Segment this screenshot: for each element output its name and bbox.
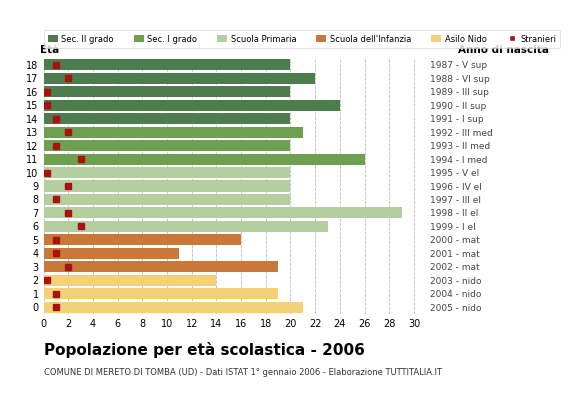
Text: Età: Età <box>39 46 59 56</box>
Bar <box>44 248 179 259</box>
Bar <box>44 288 278 299</box>
Text: COMUNE DI MERETO DI TOMBA (UD) - Dati ISTAT 1° gennaio 2006 - Elaborazione TUTTI: COMUNE DI MERETO DI TOMBA (UD) - Dati IS… <box>44 368 441 377</box>
Bar <box>44 180 291 192</box>
Bar <box>44 261 278 272</box>
Bar <box>44 86 291 97</box>
Text: Anno di nascita: Anno di nascita <box>458 46 549 56</box>
Bar <box>44 221 328 232</box>
Bar <box>44 194 291 205</box>
Bar <box>44 100 340 111</box>
Bar <box>44 208 401 218</box>
Bar <box>44 59 291 70</box>
Bar <box>44 167 291 178</box>
Bar <box>44 302 303 313</box>
Bar <box>44 73 315 84</box>
Bar <box>44 113 291 124</box>
Bar <box>44 234 241 246</box>
Bar <box>44 126 303 138</box>
Legend: Sec. II grado, Sec. I grado, Scuola Primaria, Scuola dell'Infanzia, Asilo Nido, : Sec. II grado, Sec. I grado, Scuola Prim… <box>44 30 560 48</box>
Bar <box>44 140 291 151</box>
Bar <box>44 154 365 164</box>
Bar <box>44 275 216 286</box>
Text: Popolazione per età scolastica - 2006: Popolazione per età scolastica - 2006 <box>44 342 364 358</box>
